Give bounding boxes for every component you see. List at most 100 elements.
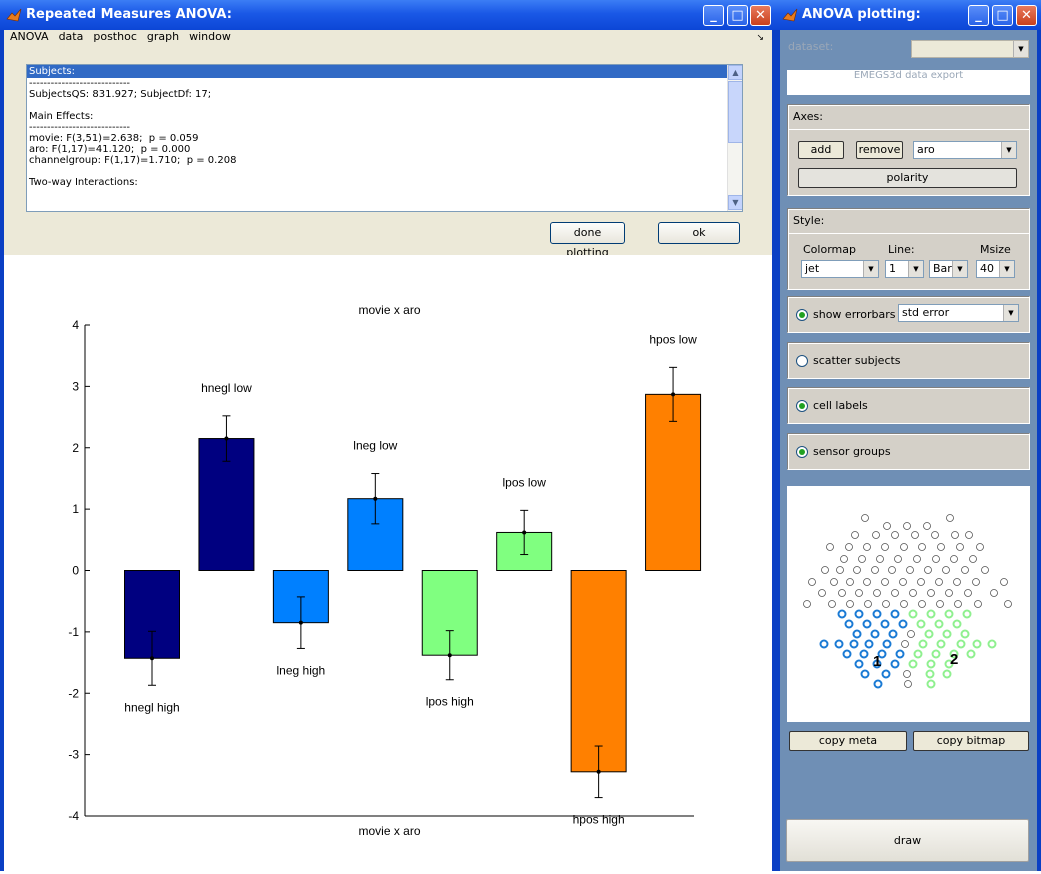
sensor-point[interactable]: [911, 531, 919, 539]
dataset-dropdown[interactable]: ▼: [911, 40, 1029, 58]
close-button[interactable]: ✕: [1016, 5, 1037, 26]
sensor-point[interactable]: [891, 589, 899, 597]
results-line[interactable]: Main Effects:: [29, 111, 94, 122]
sensor-point[interactable]: [864, 639, 874, 649]
sensor-point[interactable]: [924, 566, 932, 574]
sensor-point[interactable]: [900, 543, 908, 551]
sensor-point[interactable]: [918, 600, 926, 608]
sensor-groups-radio[interactable]: [796, 446, 808, 458]
copy-meta-button[interactable]: copy meta: [789, 731, 907, 751]
chevron-down-icon[interactable]: ▼: [999, 261, 1014, 277]
sensor-point[interactable]: [936, 600, 944, 608]
scroll-thumb[interactable]: [728, 81, 742, 143]
sensor-point[interactable]: [872, 659, 882, 669]
menu-posthoc[interactable]: posthoc: [93, 30, 137, 43]
results-line[interactable]: aro: F(1,17)=41.120; p = 0.000: [29, 144, 191, 155]
add-button[interactable]: add: [798, 141, 844, 159]
sensor-point[interactable]: [969, 555, 977, 563]
results-line[interactable]: SubjectsQS: 831.927; SubjectDf: 17;: [29, 89, 212, 100]
sensor-point[interactable]: [965, 531, 973, 539]
sensor-point[interactable]: [908, 659, 918, 669]
sensor-point[interactable]: [872, 609, 882, 619]
plot-type-dropdown[interactable]: Bar ▼: [929, 260, 968, 278]
sensor-point[interactable]: [844, 619, 854, 629]
chevron-down-icon[interactable]: ▼: [908, 261, 923, 277]
copy-bitmap-button[interactable]: copy bitmap: [913, 731, 1029, 751]
sensor-point[interactable]: [932, 555, 940, 563]
sensor-point[interactable]: [908, 609, 918, 619]
menu-data[interactable]: data: [58, 30, 84, 43]
sensor-point[interactable]: [1000, 578, 1008, 586]
sensor-point[interactable]: [842, 649, 852, 659]
factor-dropdown[interactable]: aro ▼: [913, 141, 1017, 159]
sensor-point[interactable]: [881, 669, 891, 679]
errorbars-dropdown[interactable]: std error ▼: [898, 304, 1019, 322]
sensor-point[interactable]: [837, 609, 847, 619]
ok-button[interactable]: ok: [658, 222, 740, 244]
line-dropdown[interactable]: 1 ▼: [885, 260, 924, 278]
sensor-point[interactable]: [926, 659, 936, 669]
menu-graph[interactable]: graph: [146, 30, 180, 43]
chevron-down-icon[interactable]: ▼: [1013, 41, 1028, 57]
close-button[interactable]: ✕: [750, 5, 771, 26]
sensor-point[interactable]: [972, 578, 980, 586]
chevron-down-icon[interactable]: ▼: [952, 261, 967, 277]
results-line[interactable]: channelgroup: F(1,17)=1.710; p = 0.208: [29, 155, 237, 166]
sensor-point[interactable]: [834, 639, 844, 649]
sensor-point[interactable]: [877, 649, 887, 659]
results-line[interactable]: [27, 166, 742, 177]
sensor-point[interactable]: [935, 578, 943, 586]
sensor-point[interactable]: [944, 659, 954, 669]
sensor-point[interactable]: [962, 609, 972, 619]
sensor-point[interactable]: [960, 629, 970, 639]
sensor-point[interactable]: [882, 639, 892, 649]
sensor-point[interactable]: [952, 619, 962, 629]
sensor-point[interactable]: [913, 555, 921, 563]
sensor-point[interactable]: [821, 566, 829, 574]
sensor-point[interactable]: [846, 600, 854, 608]
sensor-point[interactable]: [925, 669, 935, 679]
menu-window[interactable]: window: [189, 30, 231, 43]
done-plotting-button[interactable]: done plotting: [550, 222, 625, 259]
sensor-point[interactable]: [870, 629, 880, 639]
sensor-point[interactable]: [918, 543, 926, 551]
cell-labels-radio[interactable]: [796, 400, 808, 412]
sensor-point[interactable]: [946, 514, 954, 522]
sensor-point[interactable]: [942, 629, 952, 639]
sensor-point[interactable]: [956, 543, 964, 551]
sensor-point[interactable]: [888, 566, 896, 574]
sensor-point[interactable]: [863, 578, 871, 586]
results-line[interactable]: ----------------------------: [29, 122, 131, 133]
sensor-point[interactable]: [853, 566, 861, 574]
sensor-point[interactable]: [924, 629, 934, 639]
remove-button[interactable]: remove: [856, 141, 903, 159]
sensor-point[interactable]: [860, 669, 870, 679]
sensor-point[interactable]: [808, 578, 816, 586]
sensor-point[interactable]: [944, 609, 954, 619]
sensor-point[interactable]: [976, 543, 984, 551]
sensor-point[interactable]: [830, 578, 838, 586]
sensor-point[interactable]: [936, 639, 946, 649]
sensor-point[interactable]: [951, 531, 959, 539]
sensor-point[interactable]: [950, 555, 958, 563]
sensor-point[interactable]: [858, 555, 866, 563]
sensor-point[interactable]: [846, 578, 854, 586]
sensor-point[interactable]: [926, 609, 936, 619]
results-line[interactable]: [27, 100, 742, 111]
results-line[interactable]: Two-way Interactions:: [29, 177, 138, 188]
scroll-down-icon[interactable]: ▼: [728, 195, 742, 210]
sensor-point[interactable]: [913, 649, 923, 659]
sensor-point[interactable]: [900, 600, 908, 608]
sensor-point[interactable]: [894, 555, 902, 563]
menu-anova[interactable]: ANOVA: [10, 30, 49, 43]
sensor-point[interactable]: [838, 589, 846, 597]
sensor-point[interactable]: [818, 589, 826, 597]
sensor-point[interactable]: [872, 531, 880, 539]
sensor-point[interactable]: [931, 531, 939, 539]
plotting-titlebar[interactable]: ANOVA plotting: _ □ ✕: [776, 0, 1041, 30]
chevron-down-icon[interactable]: ▼: [1003, 305, 1018, 321]
sensor-point[interactable]: [883, 522, 891, 530]
sensor-point[interactable]: [890, 659, 900, 669]
sensor-point[interactable]: [916, 619, 926, 629]
